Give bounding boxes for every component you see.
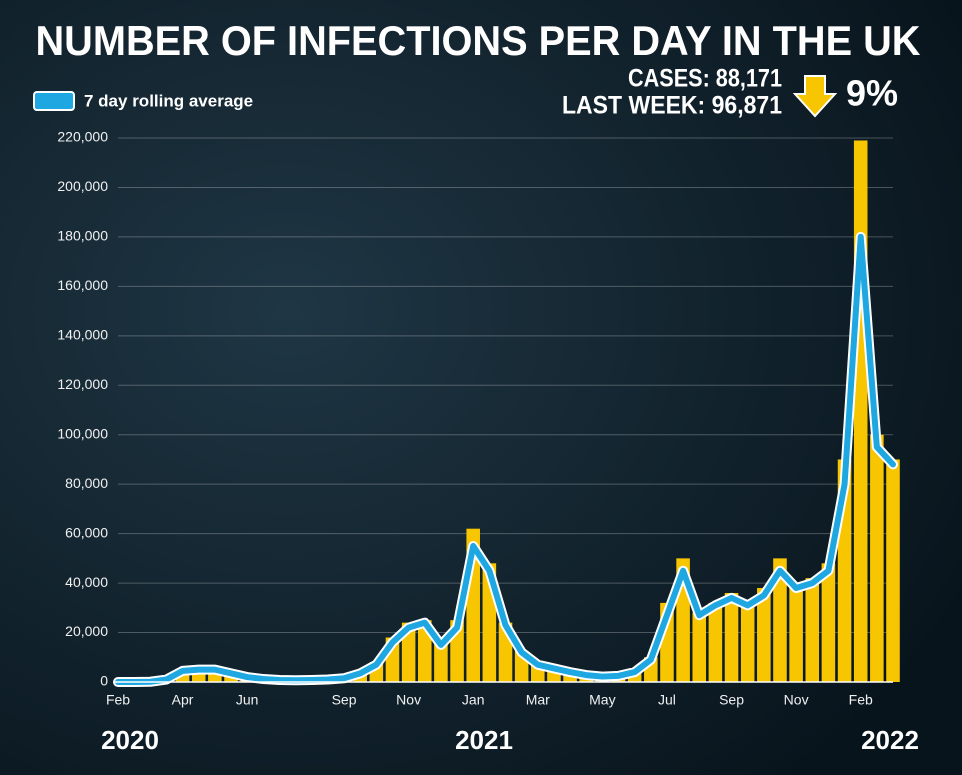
- x-tick-label: Nov: [396, 692, 421, 708]
- last-week-label: LAST WEEK: 96,871: [562, 92, 782, 120]
- change-label: 9%: [846, 73, 898, 114]
- line: [115, 233, 896, 685]
- x-tick-label: Sep: [719, 692, 744, 708]
- y-tick-label: 220,000: [57, 129, 108, 145]
- y-tick-label: 140,000: [57, 327, 108, 343]
- y-tick-label: 160,000: [57, 277, 108, 293]
- x-tick-label: Nov: [784, 692, 809, 708]
- bar: [757, 588, 771, 682]
- y-tick-label: 80,000: [65, 475, 108, 491]
- bar: [805, 578, 820, 682]
- x-tick-label: Jan: [462, 692, 485, 708]
- cases-label: CASES: 88,171: [628, 65, 782, 93]
- legend-label: 7 day rolling average: [84, 91, 253, 110]
- y-tick-label: 100,000: [57, 425, 108, 441]
- x-tick-label: Apr: [172, 692, 194, 708]
- bar: [434, 642, 448, 682]
- bar: [853, 140, 868, 683]
- x-tick-label: Feb: [849, 692, 873, 708]
- x-tick-label: Feb: [106, 692, 130, 708]
- x-tick-label: Mar: [526, 692, 550, 708]
- y-tick-label: 20,000: [65, 623, 108, 639]
- bar: [789, 583, 803, 682]
- down-arrow: [792, 75, 838, 118]
- x-tick-label: Jul: [658, 692, 676, 708]
- year-label: 2022: [861, 725, 919, 755]
- year-label: 2021: [455, 725, 513, 755]
- year-label: 2020: [101, 725, 159, 755]
- y-tick-label: 0: [100, 673, 108, 689]
- bar: [740, 600, 755, 682]
- legend-swatch: [33, 91, 75, 111]
- x-tick-label: Jun: [236, 692, 259, 708]
- bar: [821, 563, 836, 682]
- y-tick-label: 120,000: [57, 376, 108, 392]
- bar: [773, 558, 787, 682]
- chart-title: NUMBER OF INFECTIONS PER DAY IN THE UK: [36, 17, 921, 64]
- y-tick-label: 200,000: [57, 178, 108, 194]
- bar: [708, 602, 723, 682]
- y-tick-label: 60,000: [65, 524, 108, 540]
- x-tick-label: Sep: [332, 692, 357, 708]
- bar: [724, 592, 739, 682]
- bar: [870, 434, 884, 682]
- x-tick-label: May: [589, 692, 615, 708]
- y-tick-label: 180,000: [57, 228, 108, 244]
- bar: [886, 459, 900, 682]
- y-tick-label: 40,000: [65, 574, 108, 590]
- bar: [692, 612, 707, 682]
